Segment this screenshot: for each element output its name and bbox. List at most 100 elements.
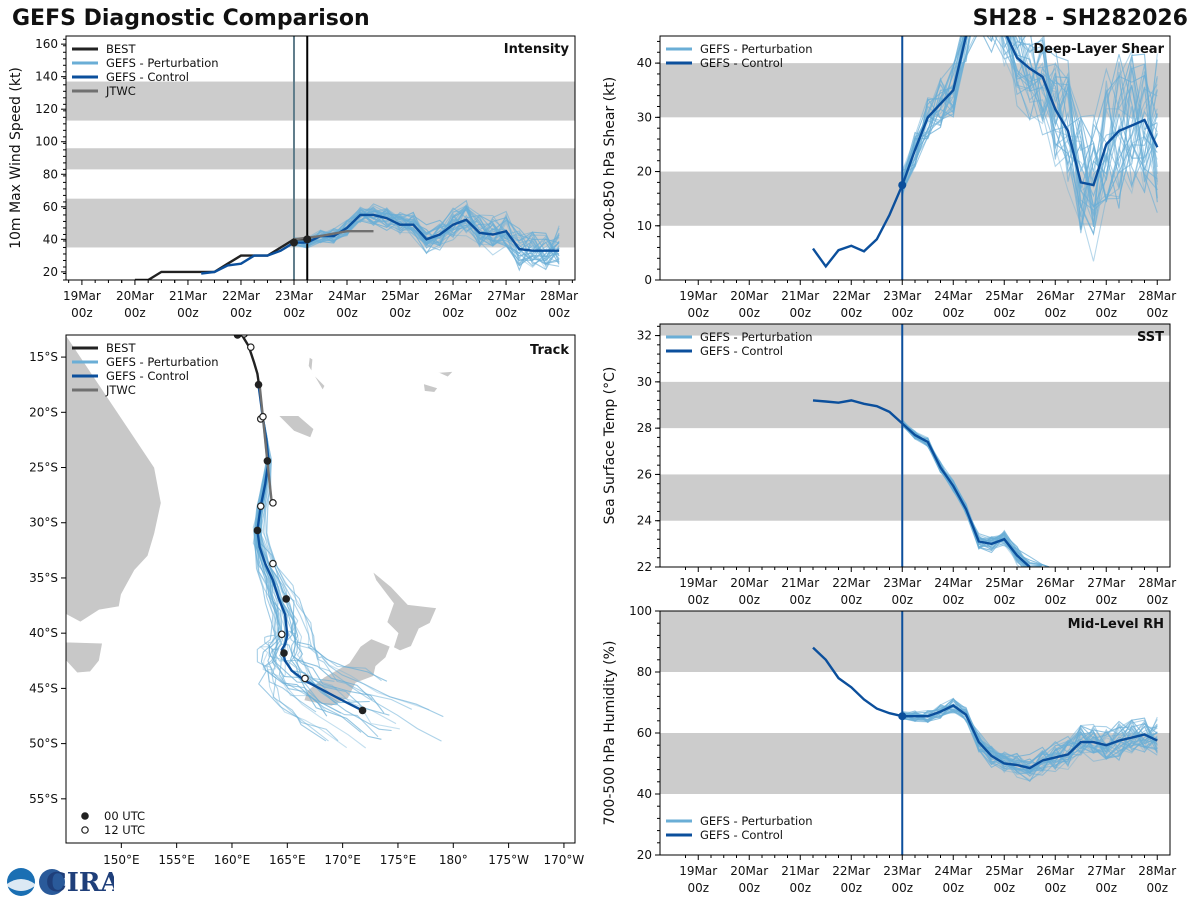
x-tick-sublabel: 00z	[1146, 881, 1168, 895]
storm-id: SH28 - SH282026	[972, 6, 1188, 31]
nz-north-island	[371, 570, 438, 652]
x-tick-sublabel: 00z	[738, 593, 760, 607]
y-axis-label: 700-500 hPa Humidity (%)	[602, 641, 618, 826]
x-tick-label: 22Mar	[222, 289, 260, 303]
x-tick-label: 19Mar	[679, 289, 717, 303]
position-00utc-marker	[282, 595, 290, 603]
x-tick-label: 23Mar	[883, 576, 921, 590]
shaded-band	[660, 611, 1170, 672]
map-frame	[65, 334, 576, 844]
x-tick-sublabel: 00z	[548, 306, 570, 320]
perturbation-member-line	[293, 207, 560, 265]
x-tick-label: 23Mar	[883, 289, 921, 303]
lat-tick-label: 30°S	[29, 516, 58, 530]
position-12utc-marker	[269, 559, 277, 568]
x-tick-sublabel: 00z	[840, 306, 862, 320]
y-tick-label: 100	[629, 604, 652, 618]
globe-icon	[39, 869, 65, 895]
x-tick-label: 26Mar	[1036, 289, 1074, 303]
y-tick-label: 20	[637, 848, 652, 862]
perturbation-member-line	[293, 207, 560, 248]
perturbation-member-line	[902, 698, 1158, 769]
x-tick-label: 27Mar	[487, 289, 525, 303]
x-tick-sublabel: 00z	[1044, 306, 1066, 320]
x-tick-sublabel: 00z	[1095, 881, 1117, 895]
x-tick-label: 21Mar	[169, 289, 207, 303]
x-tick-label: 26Mar	[1036, 576, 1074, 590]
panel-title: Intensity	[504, 42, 570, 57]
x-tick-label: 25Mar	[381, 289, 419, 303]
tasmania-landmass	[66, 641, 103, 674]
y-tick-label: 20	[43, 265, 58, 279]
x-tick-label: 22Mar	[832, 576, 870, 590]
y-tick-label: 24	[637, 514, 652, 528]
y-tick-label: 80	[637, 665, 652, 679]
lon-tick-label: 170°W	[544, 853, 585, 867]
legend-entry: JTWC	[105, 383, 136, 397]
best-00utc-marker	[289, 238, 298, 247]
cira-logo-text: CIRA	[46, 868, 114, 898]
gefs-control-line	[812, 36, 1159, 269]
y-axis-label: 200-850 hPa Shear (kt)	[602, 77, 618, 239]
x-tick-sublabel: 00z	[687, 306, 709, 320]
position-12utc-marker	[277, 630, 286, 639]
legend-entry: GEFS - Control	[106, 70, 189, 84]
x-tick-label: 20Mar	[730, 864, 768, 878]
x-tick-sublabel: 00z	[942, 593, 964, 607]
gefs-control-line	[812, 399, 1031, 567]
x-tick-sublabel: 00z	[993, 881, 1015, 895]
panel-title: Mid-Level RH	[1068, 617, 1164, 632]
x-tick-sublabel: 00z	[942, 306, 964, 320]
panel-title: SST	[1137, 330, 1164, 345]
lat-tick-label: 35°S	[29, 571, 58, 585]
legend-entry: GEFS - Perturbation	[700, 814, 813, 828]
perturbation-member-line	[901, 36, 1158, 262]
gefs-control-line	[812, 646, 1158, 770]
plot-area	[660, 36, 1170, 280]
perturbation-member-line	[901, 711, 1158, 772]
figure-title: GEFS Diagnostic Comparison	[12, 6, 370, 31]
legend-entry: GEFS - Control	[106, 369, 189, 383]
x-tick-label: 27Mar	[1087, 576, 1125, 590]
y-axis-label: Sea Surface Temp (°C)	[602, 367, 618, 525]
y-tick-label: 40	[637, 787, 652, 801]
vanuatu-islands	[307, 356, 326, 392]
lat-tick-label: 25°S	[29, 461, 58, 475]
shaded-band	[660, 324, 1170, 336]
lon-tick-label: 175°W	[488, 853, 529, 867]
lon-tick-label: 180°	[439, 853, 468, 867]
perturbation-member-line	[901, 36, 1158, 227]
x-tick-sublabel: 00z	[738, 306, 760, 320]
x-tick-label: 21Mar	[781, 289, 819, 303]
x-tick-sublabel: 00z	[336, 306, 358, 320]
x-tick-sublabel: 00z	[993, 306, 1015, 320]
plot-area	[66, 36, 575, 280]
x-tick-sublabel: 00z	[230, 306, 252, 320]
legend-entry: GEFS - Control	[700, 56, 783, 70]
x-tick-label: 25Mar	[985, 864, 1023, 878]
x-tick-label: 23Mar	[275, 289, 313, 303]
x-tick-label: 26Mar	[1036, 864, 1074, 878]
legend-entry: GEFS - Control	[700, 828, 783, 842]
perturbation-member-line	[901, 36, 1158, 208]
y-tick-label: 32	[637, 329, 652, 343]
x-tick-label: 20Mar	[730, 576, 768, 590]
y-tick-label: 40	[637, 56, 652, 70]
y-tick-label: 80	[43, 167, 58, 181]
x-tick-sublabel: 00z	[1146, 593, 1168, 607]
x-tick-sublabel: 00z	[789, 306, 811, 320]
x-tick-label: 26Mar	[434, 289, 472, 303]
x-tick-sublabel: 00z	[1095, 593, 1117, 607]
position-00utc-marker	[280, 649, 288, 657]
x-tick-label: 28Mar	[1138, 864, 1176, 878]
lat-tick-label: 15°S	[29, 350, 58, 364]
lat-tick-label: 20°S	[29, 405, 58, 419]
x-tick-label: 27Mar	[1087, 289, 1125, 303]
position-00utc-marker	[254, 380, 263, 389]
x-tick-label: 23Mar	[883, 864, 921, 878]
legend-12utc-marker	[81, 826, 89, 834]
x-tick-label: 22Mar	[832, 864, 870, 878]
x-tick-label: 22Mar	[832, 289, 870, 303]
x-tick-sublabel: 00z	[993, 593, 1015, 607]
